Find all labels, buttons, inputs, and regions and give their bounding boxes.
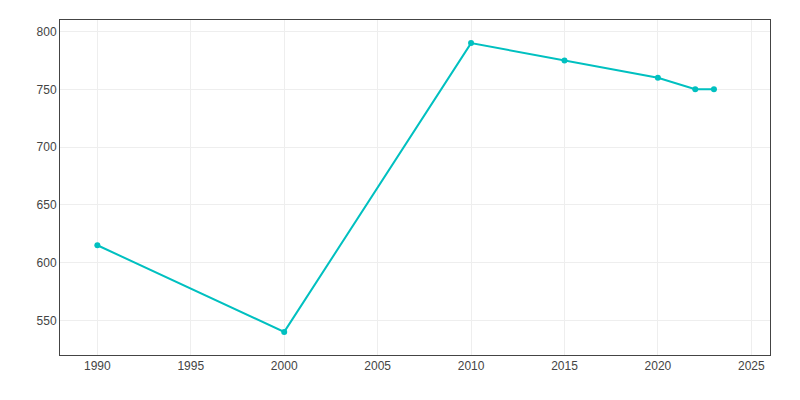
- svg-text:2015: 2015: [551, 359, 578, 373]
- svg-text:550: 550: [37, 314, 57, 328]
- svg-text:2005: 2005: [364, 359, 391, 373]
- svg-text:2020: 2020: [645, 359, 672, 373]
- svg-text:2000: 2000: [271, 359, 298, 373]
- svg-text:750: 750: [37, 83, 57, 97]
- svg-text:700: 700: [37, 140, 57, 154]
- svg-text:600: 600: [37, 256, 57, 270]
- svg-text:1995: 1995: [177, 359, 204, 373]
- svg-text:1990: 1990: [84, 359, 111, 373]
- svg-text:800: 800: [37, 25, 57, 39]
- svg-text:2025: 2025: [738, 359, 765, 373]
- svg-text:650: 650: [37, 198, 57, 212]
- svg-text:2010: 2010: [458, 359, 485, 373]
